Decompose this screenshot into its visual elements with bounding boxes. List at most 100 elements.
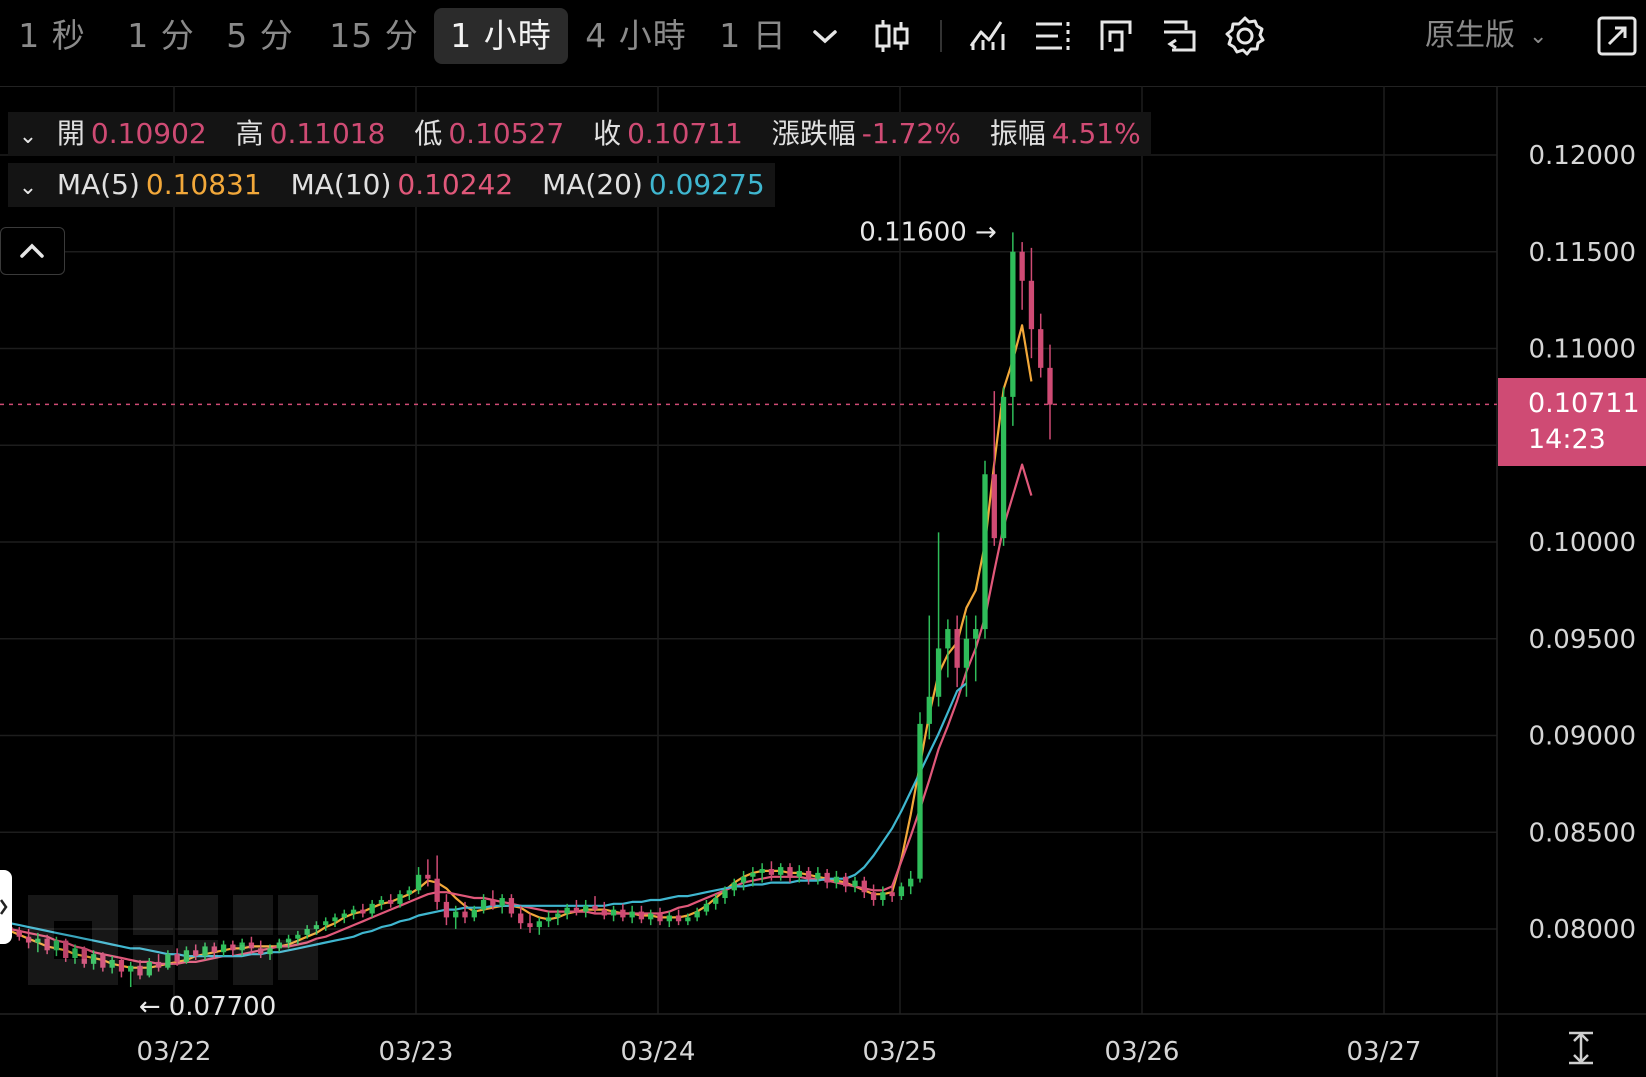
price-tick-label: 0.10000 [1528, 528, 1636, 558]
candle [852, 876, 858, 893]
price-tick-label: 0.09000 [1528, 722, 1636, 752]
candle [824, 869, 830, 889]
candle [629, 905, 635, 924]
candle-body [805, 870, 812, 879]
candle [128, 961, 134, 988]
candle [759, 863, 765, 883]
ma10-value: 0.10242 [397, 168, 514, 201]
price-tick-label: 0.11500 [1528, 238, 1636, 268]
candle-body [1047, 367, 1053, 405]
candle-body [638, 911, 645, 920]
candle-body [824, 872, 830, 883]
candle [592, 896, 598, 914]
chevron-up-icon [20, 243, 44, 258]
candle-body [276, 942, 282, 949]
candle [109, 956, 115, 974]
interval-5m[interactable]: 5 分 [226, 16, 294, 55]
candle-body [796, 870, 802, 877]
ma20-value: 0.09275 [648, 168, 765, 201]
candle-body [90, 954, 97, 964]
toolbar-divider [940, 20, 942, 52]
candle [750, 867, 756, 887]
collapse-legend-button[interactable] [0, 227, 65, 275]
chart-version-label: 原生版 [1425, 18, 1515, 53]
candle-body [304, 929, 310, 935]
candle [908, 870, 914, 895]
candle-body [759, 869, 765, 873]
interval-15m[interactable]: 15 分 [329, 16, 419, 55]
candle [935, 532, 942, 707]
candle-body [610, 909, 617, 916]
candle [685, 913, 691, 926]
time-tick-label: 03/26 [1105, 1037, 1180, 1067]
candle [16, 927, 22, 941]
price-tick-label: 0.08500 [1528, 818, 1636, 848]
price-chart[interactable]: 0.11600 → ← 0.07700 0.08000 0.08500 0.09000… [0, 86, 1646, 1077]
candle [1010, 232, 1016, 426]
candle-body [490, 899, 496, 906]
interval-4h[interactable]: 4 小時 [585, 16, 687, 55]
candle-body [16, 930, 22, 937]
candlestick-type-icon[interactable] [868, 12, 916, 60]
chart-version-select[interactable]: 原生版 ⌄ [1425, 14, 1547, 58]
candle-body [248, 942, 255, 949]
candle [870, 884, 877, 906]
current-price-time: 14:23 [1528, 424, 1606, 455]
interval-1s[interactable]: 1 秒 [18, 16, 86, 55]
candle [889, 884, 895, 902]
time-tick-label: 03/22 [137, 1037, 212, 1067]
candle-body [118, 959, 125, 972]
candle-body [332, 917, 338, 922]
candle-body [63, 940, 69, 959]
candle [44, 934, 50, 955]
drawing-list-icon[interactable] [1028, 12, 1076, 60]
candle [220, 940, 227, 957]
compare-icon[interactable] [1156, 12, 1204, 60]
price-scale-icon[interactable] [1569, 1031, 1593, 1065]
sidebar-expand-handle[interactable] [0, 870, 12, 944]
settings-gear-icon[interactable] [1221, 12, 1269, 60]
price-axis[interactable]: 0.08000 0.08500 0.09000 0.09500 0.10000 0.110… [1528, 141, 1636, 1065]
candle-body [508, 898, 515, 914]
ma-legend-collapse-chevron-icon[interactable]: ⌄ [18, 175, 38, 200]
candle [861, 876, 867, 899]
candle [146, 958, 152, 978]
candle [248, 936, 255, 955]
time-axis[interactable]: 03/22 03/23 03/24 03/25 03/26 03/27 [137, 1037, 1422, 1067]
indicators-icon[interactable] [963, 12, 1011, 60]
candle [304, 925, 310, 939]
time-tick-label: 03/24 [621, 1037, 696, 1067]
candle-body [926, 696, 932, 724]
candle [583, 899, 589, 918]
drawing-tools-icon[interactable] [1092, 12, 1140, 60]
time-tick-label: 03/23 [379, 1037, 454, 1067]
candle-body [954, 629, 960, 668]
candle-body [991, 474, 997, 539]
candle-body [917, 723, 923, 879]
candle-body [202, 946, 208, 957]
candle-body [935, 648, 942, 697]
fullscreen-icon[interactable] [1595, 14, 1639, 58]
interval-1m[interactable]: 1 分 [127, 16, 195, 55]
candle [898, 882, 905, 900]
candle [815, 867, 821, 885]
candle [926, 615, 932, 740]
open-value: 0.10902 [90, 117, 207, 150]
ma5-line [9, 324, 1033, 969]
current-price-value: 0.10711 [1528, 388, 1640, 419]
candle [332, 913, 338, 928]
candle [239, 938, 245, 957]
interval-1d[interactable]: 1 日 [719, 16, 787, 55]
legend-collapse-chevron-icon[interactable]: ⌄ [18, 124, 38, 149]
change-label: 漲跌幅 [771, 117, 856, 150]
candle-body [109, 959, 115, 968]
ma10-line [9, 463, 1033, 965]
interval-dropdown-chevron-icon[interactable] [803, 12, 847, 60]
candle [620, 903, 626, 922]
candle [536, 917, 542, 935]
candle-body [583, 905, 589, 912]
candle [573, 899, 580, 916]
price-tick-label: 0.11000 [1528, 335, 1636, 365]
candle-body [564, 907, 570, 914]
interval-1h[interactable]: 1 小時 [434, 8, 568, 64]
